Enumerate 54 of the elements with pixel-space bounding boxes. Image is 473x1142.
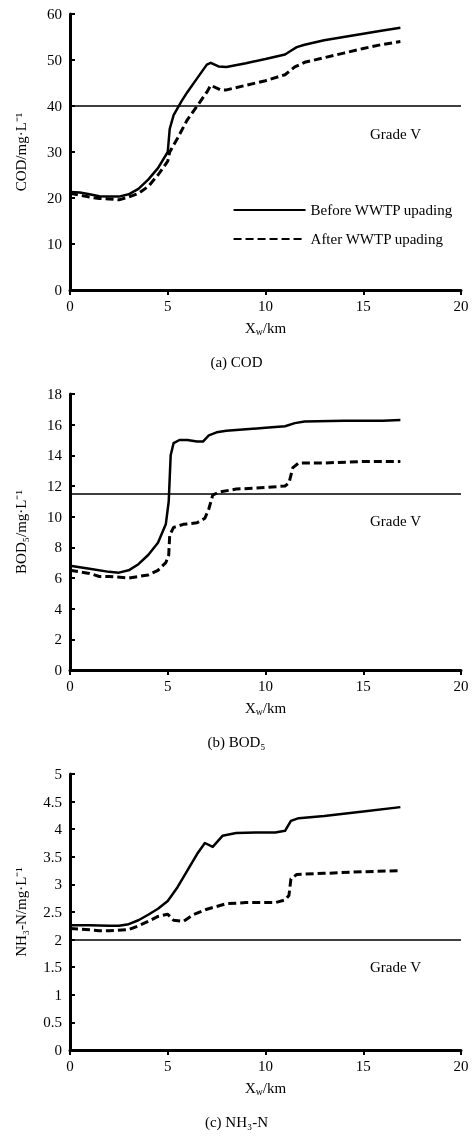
y-axis-title: NH₃-N/mg·L⁻¹ [12, 867, 29, 957]
y-tick-label: 0 [54, 282, 62, 298]
y-tick-label: 5 [54, 766, 62, 782]
y-tick-label: 0.5 [43, 1014, 62, 1031]
ref-line-label: Grade V [370, 513, 422, 530]
y-tick-label: 2 [54, 931, 62, 948]
legend-label: Before WWTP upading [310, 202, 453, 219]
text: (b) BOD₅ [207, 733, 266, 751]
y-tick-label: 3.5 [43, 848, 62, 865]
text: (c) NH₃-N [204, 1113, 269, 1131]
y-tick-label: 1 [54, 986, 62, 1003]
y-tick-label: 20 [47, 190, 62, 206]
y-tick-label: 4 [54, 821, 63, 838]
y-tick-label: 40 [47, 98, 62, 114]
y-tick-label: 4 [54, 600, 63, 617]
x-tick-label: 0 [66, 677, 74, 694]
y-tick-label: 0 [54, 1042, 62, 1058]
y-tick-label: 18 [47, 386, 62, 402]
y-tick-label: 1.5 [43, 959, 62, 976]
x-tick-label: 15 [355, 677, 371, 694]
x-tick-label: 20 [453, 1057, 469, 1074]
y-tick-label: 0 [54, 662, 62, 678]
y-tick-label: 30 [47, 144, 62, 160]
y-tick-label: 3 [54, 876, 62, 893]
y-tick-label: 10 [47, 236, 62, 252]
y-tick-label: 2 [54, 631, 62, 648]
x-tick-label: 5 [164, 297, 172, 314]
y-tick-label: 4.5 [43, 793, 62, 810]
ref-line-label: Grade V [370, 125, 422, 142]
y-tick-label: 8 [54, 539, 62, 556]
x-tick-label: 10 [258, 297, 273, 314]
y-tick-label: 12 [47, 478, 62, 494]
x-tick-label: 15 [355, 1057, 371, 1074]
x-tick-label: 15 [355, 297, 371, 314]
x-tick-label: 20 [453, 297, 469, 314]
x-tick-label: 5 [164, 1057, 172, 1074]
x-tick-label: 0 [66, 1057, 74, 1074]
y-axis-title: BOD₅/mg·L⁻¹ [12, 490, 29, 574]
y-tick-label: 16 [47, 416, 63, 433]
y-tick-label: 10 [47, 508, 62, 525]
legend-label: After WWTP upading [310, 231, 444, 248]
y-axis-title: COD/mg·L⁻¹ [12, 112, 29, 192]
y-tick-label: 60 [47, 6, 62, 22]
x-tick-label: 10 [258, 677, 273, 694]
y-tick-label: 2.5 [43, 904, 62, 920]
x-tick-label: 0 [66, 297, 74, 314]
x-tick-label: 20 [453, 677, 469, 694]
y-tick-label: 6 [54, 570, 63, 586]
x-tick-label: 10 [258, 1057, 273, 1074]
x-tick-label: 5 [164, 677, 172, 694]
text: (a) COD [210, 353, 263, 371]
ref-line-label: Grade V [370, 959, 422, 976]
y-tick-label: 50 [47, 52, 62, 68]
y-tick-label: 14 [47, 447, 63, 464]
